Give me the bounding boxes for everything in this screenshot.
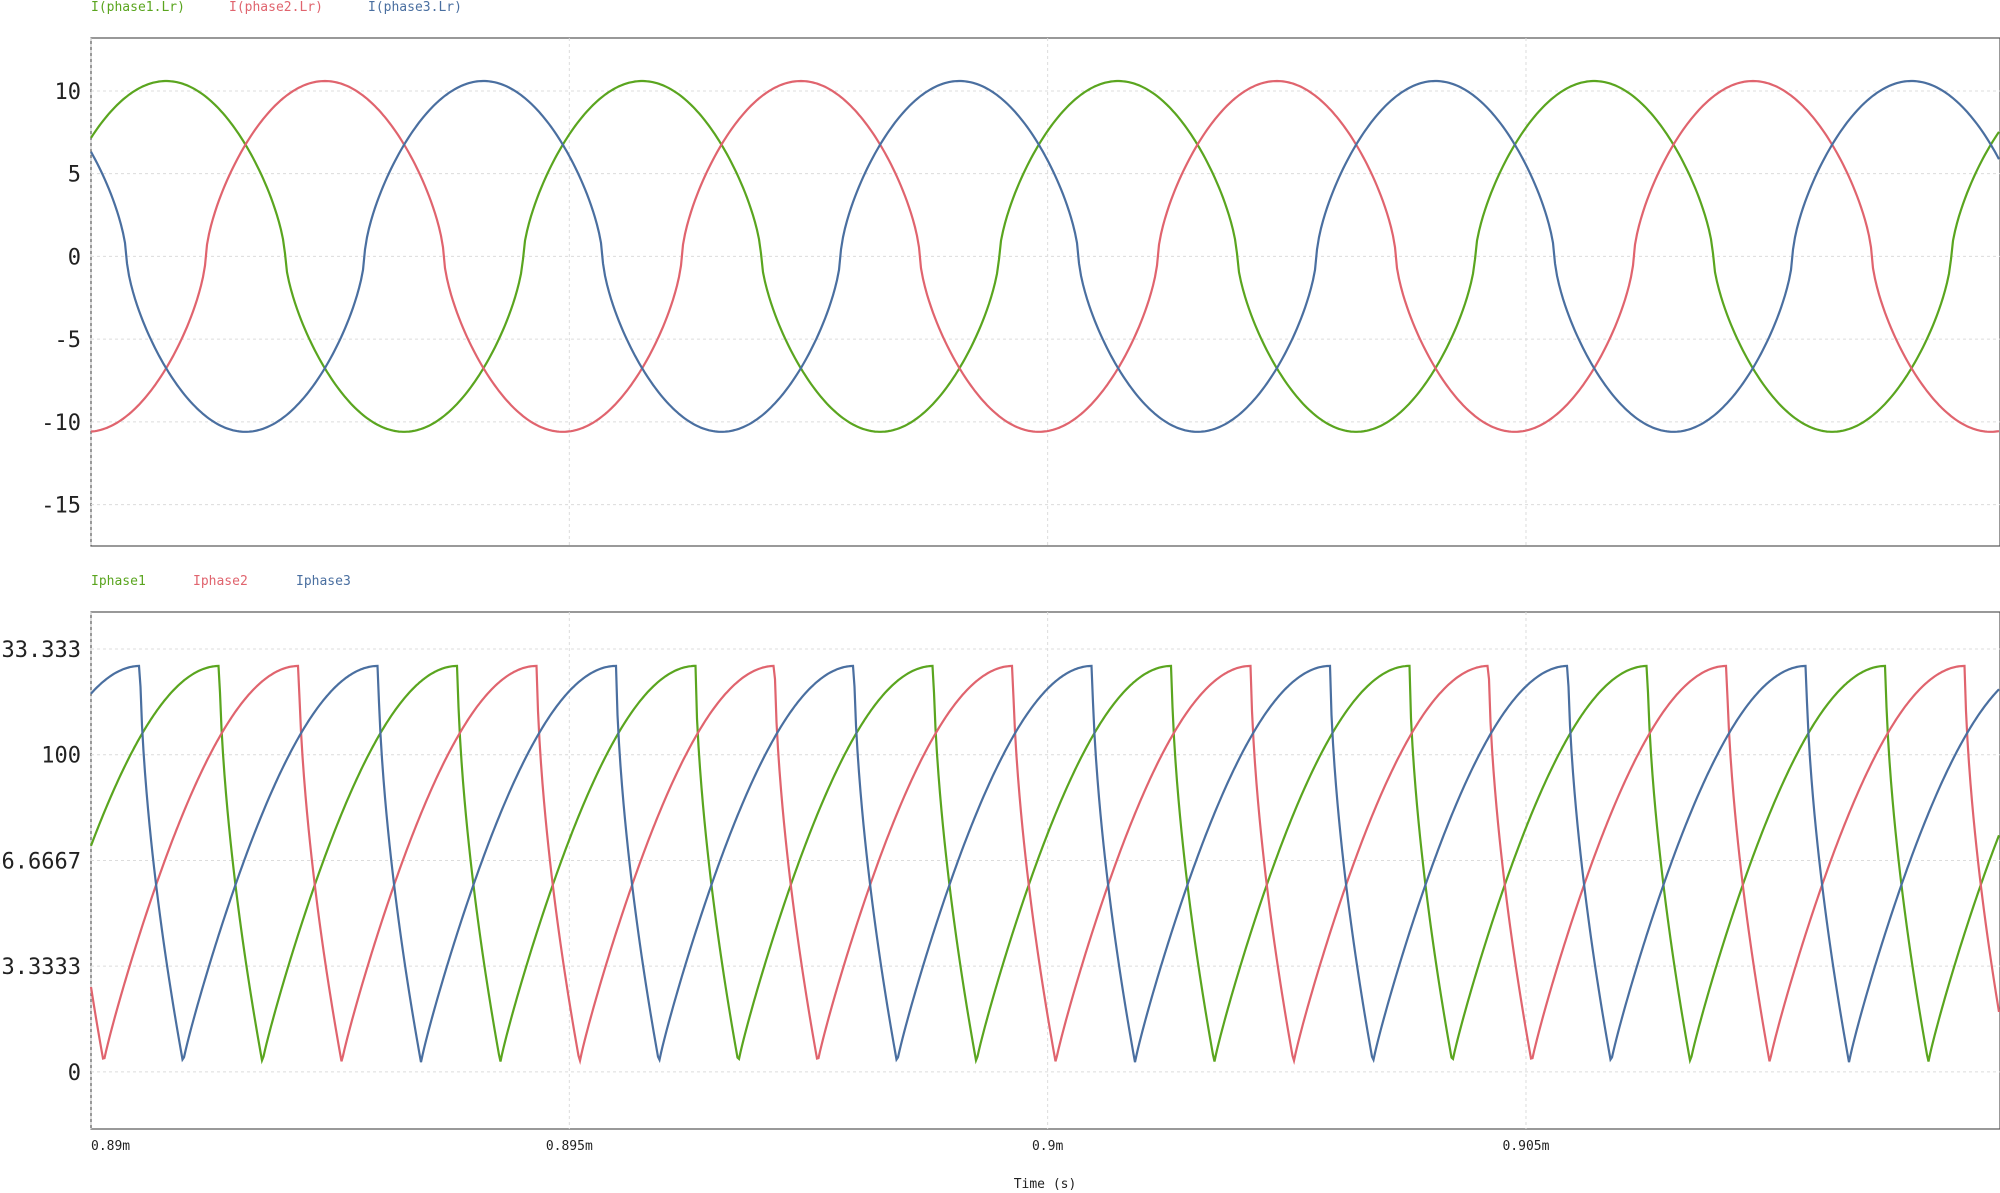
top-series-group xyxy=(90,79,2000,433)
x-tick-label-1: 0.895m xyxy=(546,1139,593,1154)
bottom-legend-entry-phase1: Iphase1 xyxy=(91,574,146,589)
x-tick-label-2: 0.9m xyxy=(1032,1139,1063,1154)
top-y-tick-label-0: 10 xyxy=(55,80,82,105)
bottom-legend-entry-phase2: Iphase2 xyxy=(193,574,248,589)
bottom-legend: Iphase1 Iphase2 Iphase3 xyxy=(91,574,351,589)
top-legend-entry-phase1: I(phase1.Lr) xyxy=(91,0,185,15)
bottom-series-line-2 xyxy=(89,664,2000,1065)
x-tick-label-3: 0.905m xyxy=(1502,1139,1549,1154)
bot-y-tick-label-0: 133.333 xyxy=(0,638,81,663)
top-y-tick-label-3: -5 xyxy=(55,328,82,353)
top-series-line-1 xyxy=(90,79,2000,433)
x-axis-label: Time (s) xyxy=(1014,1177,1077,1192)
top-legend-entry-phase2: I(phase2.Lr) xyxy=(229,0,323,15)
bot-y-tick-label-2: 66.6667 xyxy=(0,849,81,874)
bot-y-tick-label-3: 33.3333 xyxy=(0,955,81,980)
bottom-plot-frame xyxy=(90,611,2000,1130)
bottom-series-line-1 xyxy=(89,664,2000,1065)
top-legend: I(phase1.Lr) I(phase2.Lr) I(phase3.Lr) xyxy=(91,0,462,15)
bot-y-tick-label-4: 0 xyxy=(68,1061,81,1086)
bottom-series-line-3 xyxy=(90,664,2000,1064)
bottom-y-ticks: 133.333 100 66.6667 33.3333 0 xyxy=(0,638,81,1086)
top-y-tick-label-2: 0 xyxy=(68,245,81,270)
bot-y-tick-label-1: 100 xyxy=(41,744,81,769)
top-plot-frame xyxy=(90,37,2000,547)
top-y-tick-label-4: -10 xyxy=(41,411,81,436)
top-grid xyxy=(90,38,2000,546)
bottom-legend-entry-phase3: Iphase3 xyxy=(296,574,351,589)
top-series-line-3 xyxy=(90,79,2000,433)
top-panel: 10 5 0 -5 -10 -15 I(phase1.Lr) I(phase2.Lr) I… xyxy=(41,0,2000,547)
top-legend-entry-phase3: I(phase3.Lr) xyxy=(368,0,462,15)
bottom-series-group xyxy=(89,664,2000,1065)
top-y-tick-label-1: 5 xyxy=(68,163,81,188)
bottom-panel: 133.333 100 66.6667 33.3333 0 Iphase1 Iphase… xyxy=(0,574,2000,1130)
top-y-ticks: 10 5 0 -5 -10 -15 xyxy=(41,80,81,519)
top-y-tick-label-5: -15 xyxy=(41,494,81,519)
bottom-grid xyxy=(90,612,2000,1129)
x-axis-ticks: 0.89m 0.895m 0.9m 0.905m xyxy=(91,1139,1550,1154)
top-series-line-2 xyxy=(90,79,2000,433)
x-tick-label-0: 0.89m xyxy=(91,1139,130,1154)
